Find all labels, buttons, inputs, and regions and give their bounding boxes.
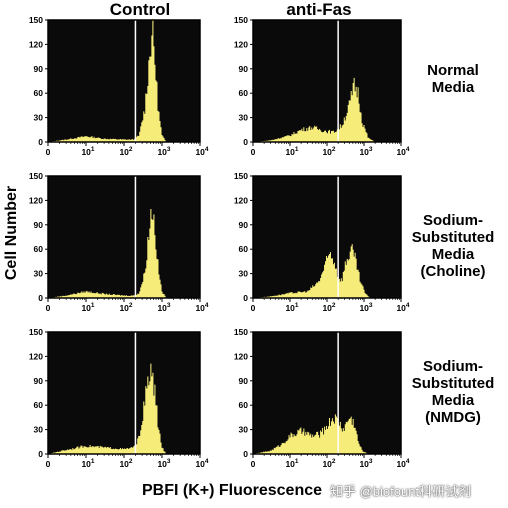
y-tick-label: 90 — [34, 220, 44, 230]
y-tick-label: 90 — [239, 64, 249, 74]
plot-background — [253, 20, 401, 142]
x-tick-label: 101 — [285, 458, 298, 469]
y-tick-label: 60 — [34, 88, 44, 98]
histogram-bars — [48, 18, 167, 143]
y-tick-label: 0 — [243, 137, 248, 147]
plot-background — [48, 176, 200, 298]
histogram-panel-5: 0 30 60 90 120 150 0 101 102 103 104 — [29, 327, 209, 469]
x-tick-label: 104 — [396, 302, 409, 313]
x-tick-label: 103 — [157, 302, 170, 313]
x-tick-label: 101 — [81, 458, 94, 469]
x-tick-label: 0 — [251, 147, 256, 157]
y-tick-label: 90 — [239, 376, 249, 386]
y-tick-label: 30 — [239, 425, 249, 435]
x-tick-label: 0 — [46, 303, 51, 313]
y-tick-label: 0 — [38, 293, 43, 303]
x-axis-title: PBFI (K+) Fluorescence — [141, 482, 323, 499]
x-tick-label: 103 — [359, 458, 372, 469]
x-tick-label: 103 — [157, 146, 170, 157]
x-tick-label: 102 — [119, 458, 132, 469]
y-tick-label: 30 — [34, 269, 44, 279]
y-tick-label: 0 — [243, 449, 248, 459]
x-tick-label: 102 — [119, 146, 132, 157]
y-tick-label: 30 — [34, 425, 44, 435]
y-tick-label: 0 — [38, 449, 43, 459]
y-tick-label: 60 — [34, 400, 44, 410]
y-tick-label: 0 — [38, 137, 43, 147]
plot-background — [48, 20, 200, 142]
x-tick-label: 0 — [46, 459, 51, 469]
x-tick-label: 101 — [285, 146, 298, 157]
row-label-nmdg: Sodium- Substituted Media (NMDG) — [411, 358, 495, 426]
row-label-normal: Normal Media — [427, 62, 479, 96]
x-tick-label: 104 — [195, 458, 208, 469]
y-tick-label: 120 — [29, 351, 43, 361]
x-tick-label: 103 — [359, 302, 372, 313]
y-tick-label: 120 — [29, 39, 43, 49]
x-tick-label: 0 — [251, 303, 256, 313]
x-tick-label: 103 — [359, 146, 372, 157]
x-tick-label: 103 — [157, 458, 170, 469]
row-label-choline: Sodium- Substituted Media (Choline) — [411, 212, 495, 280]
y-tick-label: 30 — [34, 113, 44, 123]
y-tick-label: 60 — [239, 244, 249, 254]
y-tick-label: 150 — [29, 171, 43, 181]
histogram-panel-3: 0 30 60 90 120 150 0 101 102 103 104 — [29, 171, 209, 313]
y-tick-label: 120 — [234, 195, 248, 205]
y-tick-label: 60 — [239, 400, 249, 410]
column-title-control: Control — [109, 0, 171, 19]
y-tick-label: 60 — [239, 88, 249, 98]
y-tick-label: 0 — [243, 293, 248, 303]
y-tick-label: 30 — [239, 269, 249, 279]
x-tick-label: 102 — [322, 302, 335, 313]
y-tick-label: 30 — [239, 113, 249, 123]
histogram-panel-2: 0 30 60 90 120 150 0 101 102 103 104 — [234, 15, 410, 157]
x-tick-label: 104 — [396, 458, 409, 469]
y-tick-label: 120 — [234, 351, 248, 361]
x-tick-label: 101 — [81, 302, 94, 313]
y-tick-label: 120 — [234, 39, 248, 49]
y-tick-label: 90 — [239, 220, 249, 230]
x-tick-label: 0 — [46, 147, 51, 157]
histogram-bars — [48, 363, 167, 454]
x-tick-label: 104 — [195, 302, 208, 313]
x-tick-label: 104 — [396, 146, 409, 157]
y-tick-label: 150 — [29, 327, 43, 337]
watermark: 知乎 @biofount科研试剂 — [330, 484, 472, 499]
x-tick-label: 101 — [285, 302, 298, 313]
y-tick-label: 90 — [34, 376, 44, 386]
x-tick-label: 102 — [119, 302, 132, 313]
histogram-panel-1: 0 30 60 90 120 150 0 101 102 103 104 — [29, 15, 209, 157]
x-tick-label: 101 — [81, 146, 94, 157]
histogram-panel-4: 0 30 60 90 120 150 0 101 102 103 104 — [234, 171, 410, 313]
y-tick-label: 120 — [29, 195, 43, 205]
y-tick-label: 60 — [34, 244, 44, 254]
histogram-panel-6: 0 30 60 90 120 150 0 101 102 103 104 — [234, 327, 410, 469]
y-tick-label: 90 — [34, 64, 44, 74]
y-tick-label: 150 — [234, 327, 248, 337]
x-tick-label: 102 — [322, 458, 335, 469]
x-tick-label: 102 — [322, 146, 335, 157]
y-tick-label: 150 — [29, 15, 43, 25]
y-tick-label: 150 — [234, 15, 248, 25]
plot-background — [48, 332, 200, 454]
histogram-bars — [253, 244, 371, 298]
histogram-bars — [253, 77, 376, 142]
histogram-bars — [48, 209, 167, 298]
x-tick-label: 0 — [251, 459, 256, 469]
x-tick-label: 104 — [195, 146, 208, 157]
y-tick-label: 150 — [234, 171, 248, 181]
column-title-anti-fas: anti-Fas — [286, 0, 352, 19]
histogram-bars — [253, 414, 369, 454]
